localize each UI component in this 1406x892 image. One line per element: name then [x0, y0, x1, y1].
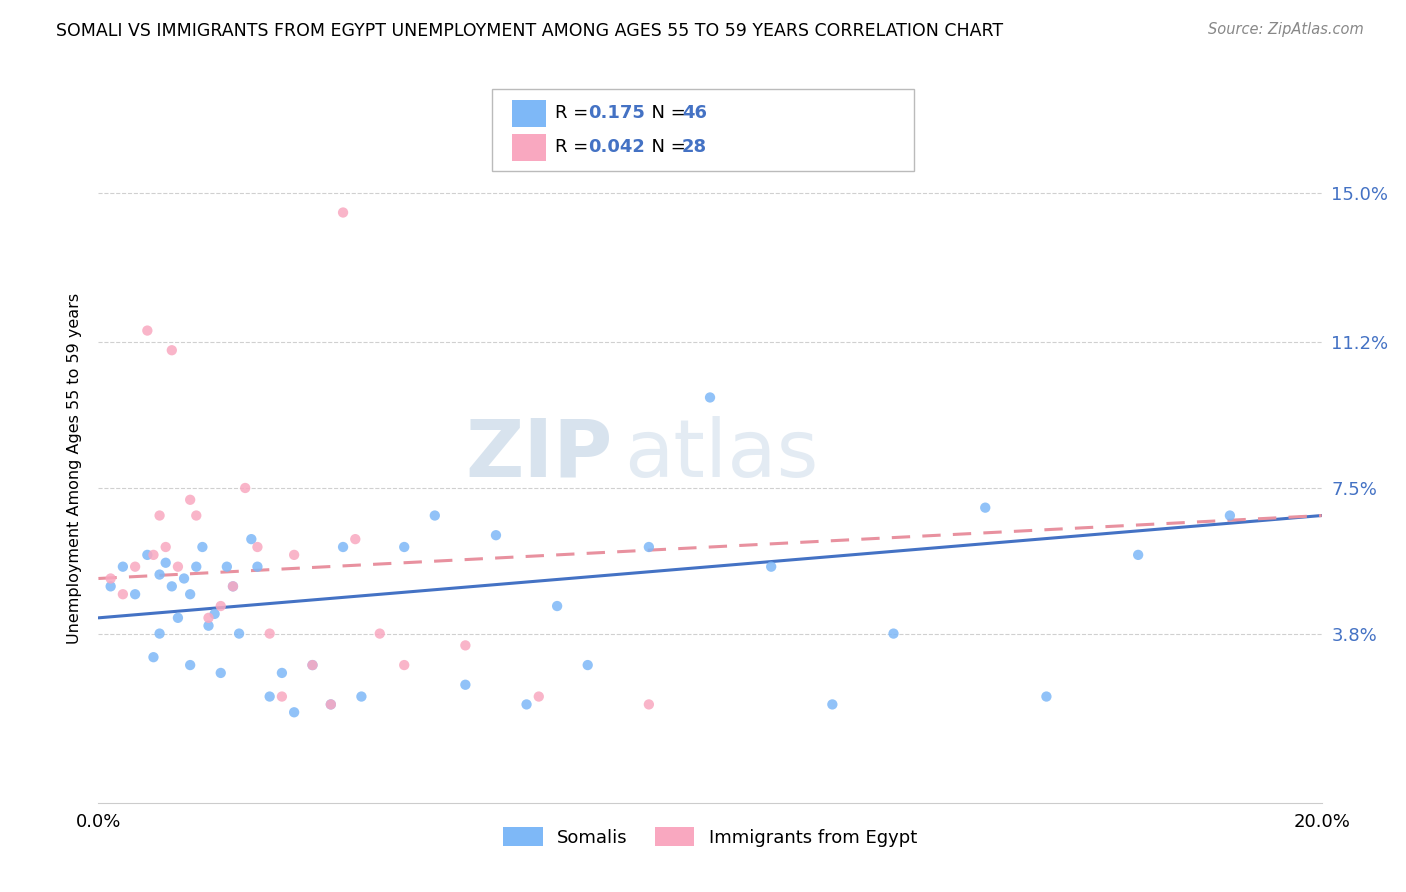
Point	[392, 658, 416, 673]
Point	[111, 587, 134, 601]
Point	[637, 540, 661, 554]
Point	[454, 639, 477, 653]
Point	[246, 559, 269, 574]
Legend: Somalis, Immigrants from Egypt: Somalis, Immigrants from Egypt	[496, 820, 924, 854]
Point	[167, 611, 190, 625]
Point	[270, 690, 292, 704]
Point	[759, 559, 782, 574]
Point	[142, 548, 165, 562]
Text: 0.042: 0.042	[588, 138, 644, 156]
Text: N =: N =	[640, 104, 692, 122]
Point	[222, 579, 245, 593]
Point	[124, 587, 146, 601]
Point	[368, 626, 391, 640]
Point	[215, 559, 238, 574]
Point	[233, 481, 256, 495]
Point	[319, 698, 342, 712]
Point	[173, 572, 195, 586]
Point	[197, 618, 219, 632]
Point	[204, 607, 226, 621]
Point	[142, 650, 165, 665]
Point	[454, 678, 477, 692]
Point	[1035, 690, 1057, 704]
Text: R =: R =	[555, 104, 595, 122]
Point	[111, 559, 134, 574]
Text: 46: 46	[682, 104, 707, 122]
Point	[1219, 508, 1241, 523]
Point	[423, 508, 446, 523]
Point	[699, 391, 721, 405]
Point	[546, 599, 568, 613]
Point	[344, 532, 367, 546]
Text: atlas: atlas	[624, 416, 818, 494]
Point	[259, 690, 281, 704]
Point	[259, 626, 281, 640]
Y-axis label: Unemployment Among Ages 55 to 59 years: Unemployment Among Ages 55 to 59 years	[66, 293, 82, 644]
Point	[186, 508, 208, 523]
Point	[160, 343, 183, 358]
Point	[485, 528, 508, 542]
Point	[155, 556, 177, 570]
Text: SOMALI VS IMMIGRANTS FROM EGYPT UNEMPLOYMENT AMONG AGES 55 TO 59 YEARS CORRELATI: SOMALI VS IMMIGRANTS FROM EGYPT UNEMPLOY…	[56, 22, 1004, 40]
Text: N =: N =	[640, 138, 692, 156]
Point	[100, 572, 122, 586]
Point	[974, 500, 997, 515]
Point	[136, 548, 159, 562]
Point	[332, 540, 354, 554]
Point	[197, 611, 219, 625]
Point	[149, 567, 172, 582]
Point	[350, 690, 373, 704]
Point	[149, 508, 172, 523]
Point	[179, 492, 201, 507]
Point	[270, 665, 292, 680]
Point	[246, 540, 269, 554]
Point	[149, 626, 172, 640]
Point	[167, 559, 190, 574]
Point	[186, 559, 208, 574]
Point	[155, 540, 177, 554]
Point	[191, 540, 214, 554]
Point	[240, 532, 263, 546]
Point	[576, 658, 599, 673]
Point	[209, 599, 232, 613]
Point	[637, 698, 661, 712]
Point	[332, 205, 354, 219]
Point	[516, 698, 538, 712]
Text: 0.175: 0.175	[588, 104, 644, 122]
Point	[100, 579, 122, 593]
Point	[136, 324, 159, 338]
Text: ZIP: ZIP	[465, 416, 612, 494]
Point	[301, 658, 323, 673]
Point	[319, 698, 342, 712]
Point	[821, 698, 844, 712]
Text: 28: 28	[682, 138, 707, 156]
Point	[209, 665, 232, 680]
Point	[392, 540, 416, 554]
Point	[1128, 548, 1150, 562]
Point	[222, 579, 245, 593]
Point	[124, 559, 146, 574]
Text: R =: R =	[555, 138, 595, 156]
Point	[301, 658, 323, 673]
Text: Source: ZipAtlas.com: Source: ZipAtlas.com	[1208, 22, 1364, 37]
Point	[283, 706, 305, 720]
Point	[228, 626, 250, 640]
Point	[527, 690, 550, 704]
Point	[283, 548, 305, 562]
Point	[160, 579, 183, 593]
Point	[883, 626, 905, 640]
Point	[179, 658, 201, 673]
Point	[179, 587, 201, 601]
